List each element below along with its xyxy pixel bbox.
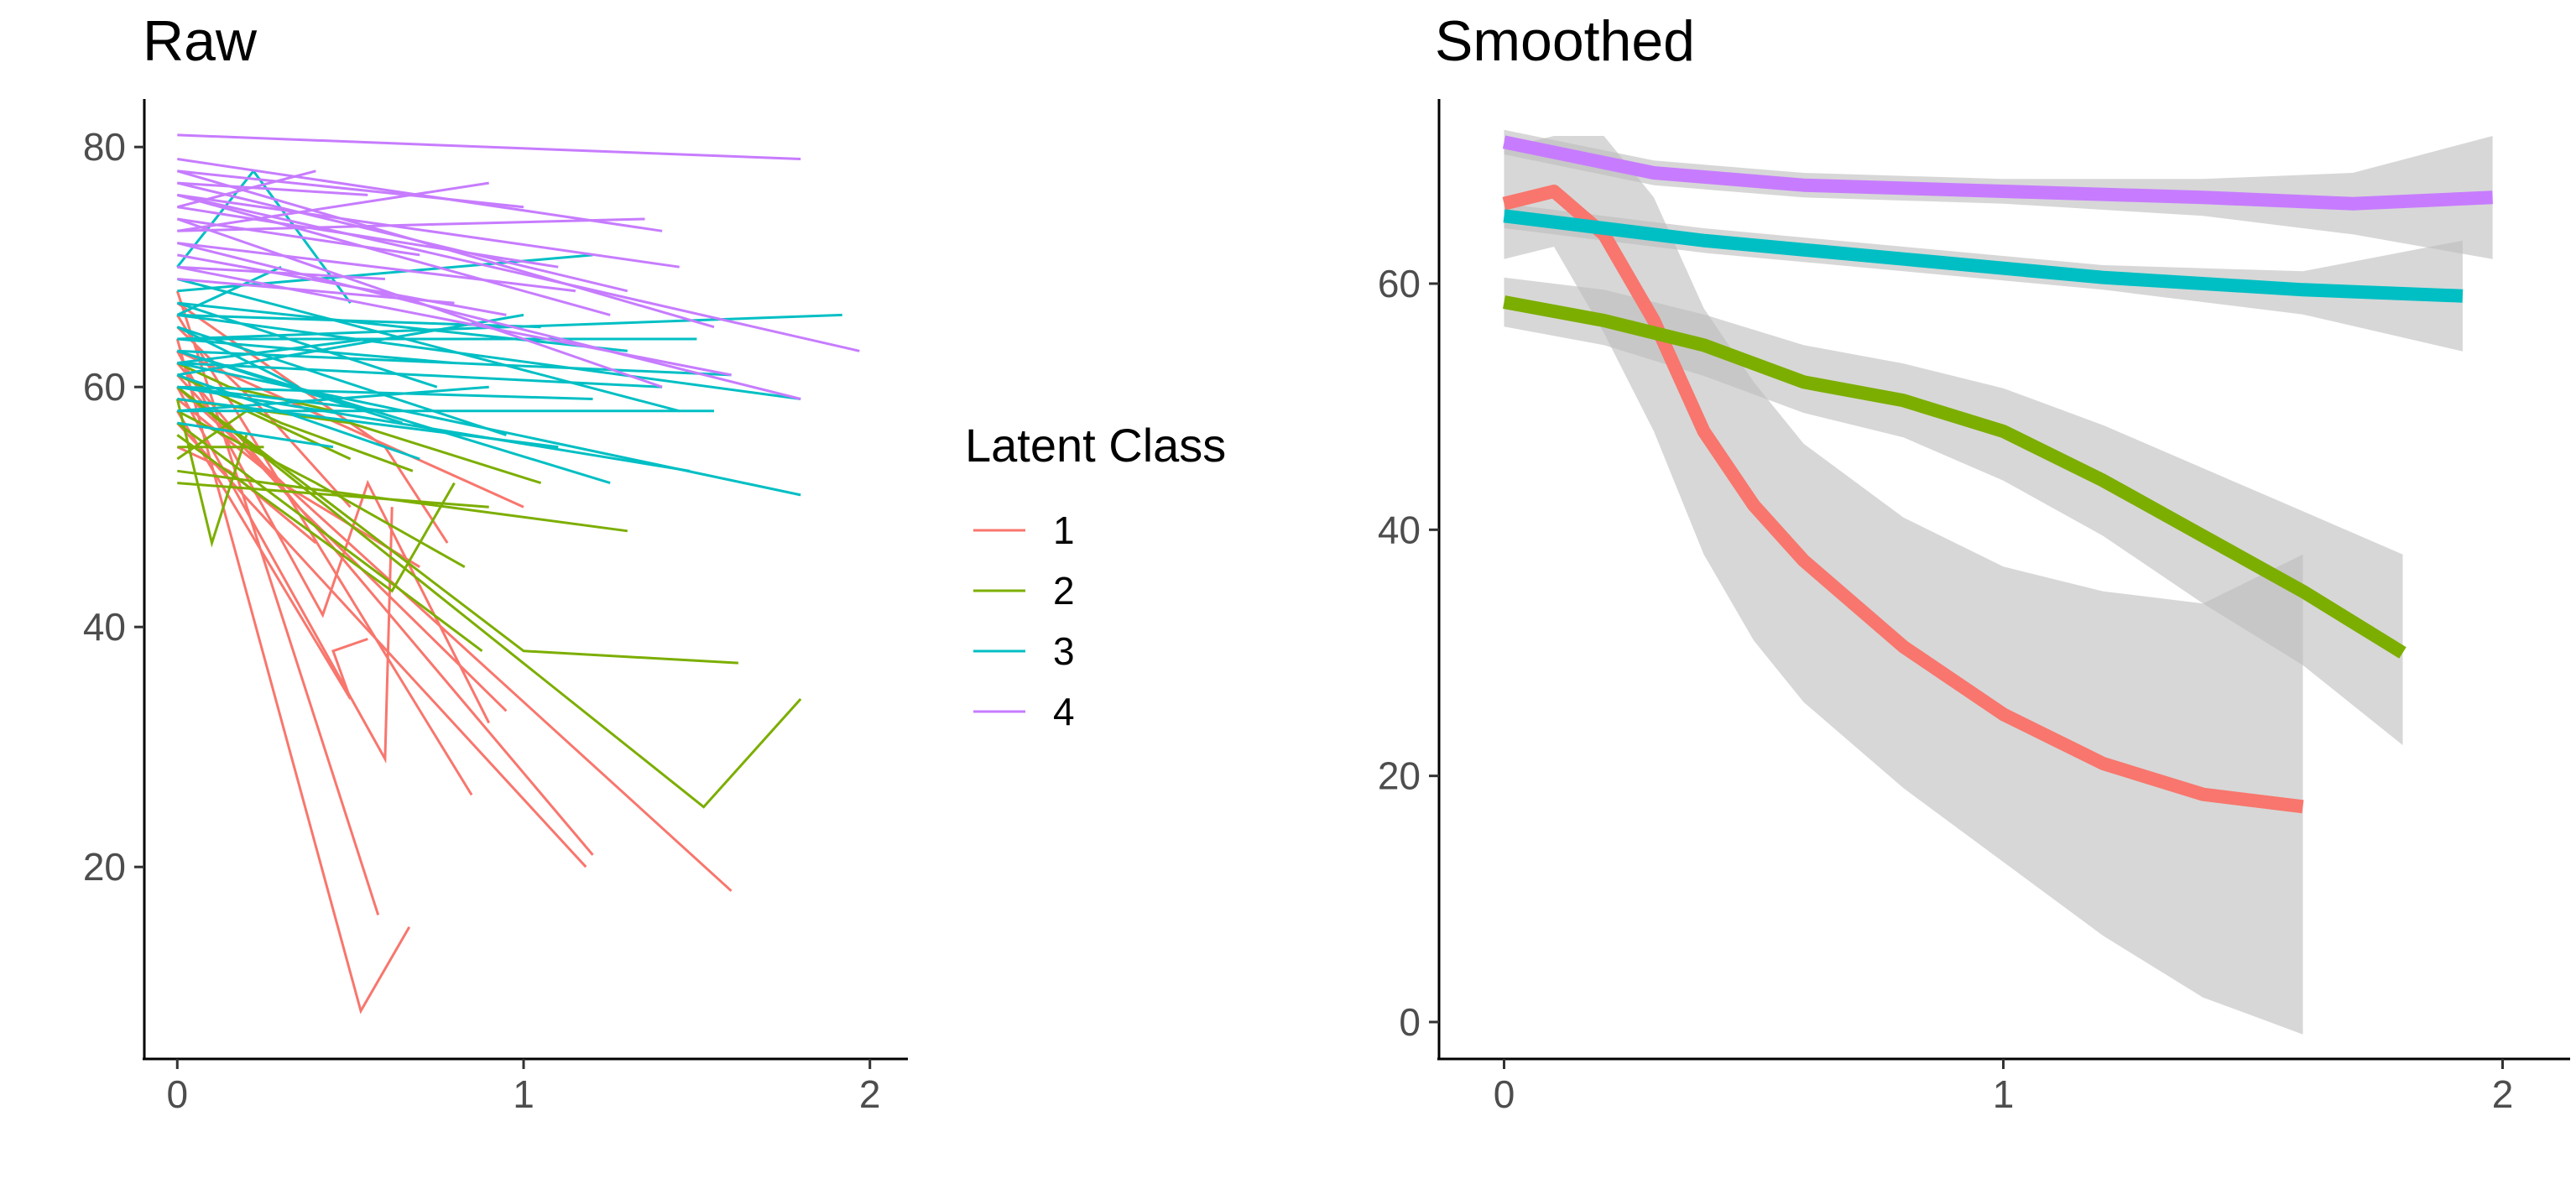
- legend: Latent Class 1 2 3 4: [965, 419, 1226, 733]
- raw-line-class-1: [175, 386, 394, 764]
- raw-line-class-4: [177, 265, 732, 377]
- raw-line-class-3: [176, 301, 438, 389]
- smoothed-line-class-3: [1503, 209, 2464, 303]
- raw-line-class-3: [176, 349, 403, 425]
- raw-x-tick-label: 0: [166, 1072, 188, 1116]
- raw-line-class-3: [177, 313, 801, 400]
- raw-line-class-4: [176, 193, 611, 316]
- smoothed-x-tick-label: 0: [1494, 1072, 1515, 1116]
- raw-line-class-4: [177, 169, 524, 209]
- raw-line-class-1: [175, 338, 411, 1014]
- raw-line-class-4: [176, 181, 628, 293]
- raw-line-class-4: [177, 193, 680, 269]
- raw-panel: Raw 0 1 2 20 40 60 80: [83, 9, 908, 1116]
- raw-line-class-2: [176, 409, 466, 569]
- smoothed-line-class-2: [1503, 295, 2407, 659]
- raw-line-class-4: [177, 217, 420, 257]
- raw-line-class-4: [177, 217, 645, 232]
- smoothed-x-tick-label: 1: [1993, 1072, 2015, 1116]
- raw-y-tick-label: 40: [83, 605, 126, 649]
- raw-line-class-1: [176, 386, 733, 892]
- raw-line-class-1: [175, 290, 380, 915]
- smoothed-y-tick-label: 60: [1378, 262, 1421, 305]
- raw-line-class-2: [176, 386, 802, 809]
- raw-line-class-3: [177, 313, 524, 377]
- legend-title: Latent Class: [965, 419, 1226, 472]
- smoothed-y-tick-label: 20: [1378, 754, 1421, 798]
- raw-line-class-4: [177, 206, 559, 269]
- raw-line-class-4: [177, 253, 507, 316]
- raw-line-class-3: [177, 421, 334, 449]
- legend-items: 1 2 3 4: [973, 508, 1075, 733]
- raw-line-class-2: [176, 434, 456, 593]
- raw-line-class-4: [177, 133, 801, 160]
- raw-line-class-2: [177, 469, 628, 533]
- raw-title: Raw: [143, 9, 258, 73]
- legend-label-class-2: 2: [1053, 569, 1075, 613]
- raw-line-class-3: [176, 278, 681, 413]
- raw-line-class-1: [176, 446, 317, 545]
- raw-line-class-2: [176, 421, 483, 653]
- raw-line-class-1: [176, 349, 524, 508]
- raw-line-class-1: [176, 398, 420, 568]
- raw-line-class-4: [177, 265, 385, 280]
- raw-x-tick-label: 1: [513, 1072, 534, 1116]
- raw-line-class-2: [176, 386, 738, 665]
- raw-line-class-3: [177, 385, 489, 413]
- smoothed-y-tick-label: 0: [1399, 1000, 1421, 1044]
- smoothed-y-tick-label: 40: [1378, 508, 1421, 551]
- raw-line-class-4: [177, 181, 368, 196]
- raw-line-class-4: [176, 193, 860, 352]
- raw-line-class-1: [176, 362, 594, 856]
- raw-x-tick-label: 2: [859, 1072, 881, 1116]
- legend-label-class-1: 1: [1053, 508, 1075, 552]
- legend-label-class-4: 4: [1053, 690, 1075, 733]
- raw-line-class-4: [177, 181, 489, 232]
- smoothed-title: Smoothed: [1435, 9, 1695, 73]
- legend-label-class-3: 3: [1053, 629, 1075, 673]
- raw-y-tick-label: 80: [83, 125, 126, 169]
- raw-line-class-1: [176, 410, 368, 700]
- raw-line-class-1: [176, 314, 473, 796]
- raw-line-class-3: [177, 301, 628, 352]
- raw-line-class-4: [177, 242, 576, 293]
- raw-line-class-4: [176, 169, 316, 209]
- smoothed-line-class-4: [1502, 135, 2493, 211]
- raw-line-class-4: [177, 278, 455, 305]
- raw-line-class-3: [176, 326, 300, 389]
- raw-y-tick-label: 60: [83, 365, 126, 409]
- raw-line-class-3: [177, 337, 368, 365]
- raw-line-class-3: [177, 385, 593, 400]
- raw-plot-area: [175, 133, 860, 1014]
- smoothed-lines: [1502, 135, 2493, 814]
- raw-ticks: 0 1 2 20 40 60 80: [83, 125, 881, 1116]
- raw-line-class-3: [176, 265, 282, 316]
- raw-y-tick-label: 20: [83, 845, 126, 889]
- smoothed-x-tick-label: 2: [2492, 1072, 2514, 1116]
- raw-line-class-4: [176, 242, 801, 400]
- raw-line-class-1: [176, 422, 587, 868]
